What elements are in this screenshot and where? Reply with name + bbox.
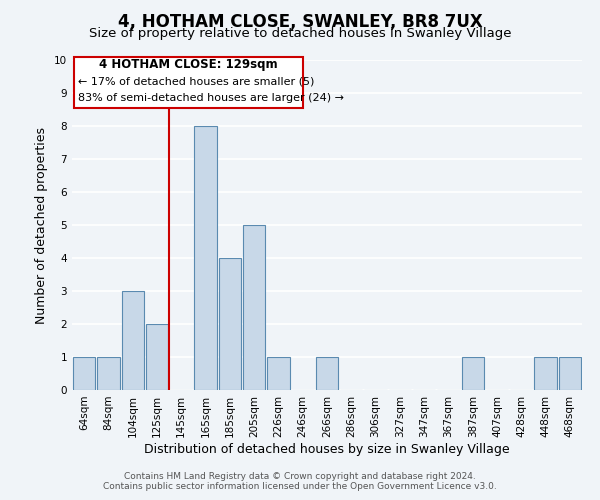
Bar [243,225,265,390]
Bar [122,291,144,390]
Bar [535,357,557,390]
Bar [316,357,338,390]
Bar [97,357,119,390]
Bar [559,357,581,390]
Text: Contains public sector information licensed under the Open Government Licence v3: Contains public sector information licen… [103,482,497,491]
Bar [146,324,168,390]
Text: Size of property relative to detached houses in Swanley Village: Size of property relative to detached ho… [89,28,511,40]
Bar [194,126,217,390]
FancyBboxPatch shape [74,56,303,108]
Text: ← 17% of detached houses are smaller (5): ← 17% of detached houses are smaller (5) [78,76,314,86]
Bar [73,357,95,390]
Text: Contains HM Land Registry data © Crown copyright and database right 2024.: Contains HM Land Registry data © Crown c… [124,472,476,481]
Y-axis label: Number of detached properties: Number of detached properties [35,126,49,324]
Bar [461,357,484,390]
Bar [218,258,241,390]
Text: 83% of semi-detached houses are larger (24) →: 83% of semi-detached houses are larger (… [78,93,344,103]
Text: 4 HOTHAM CLOSE: 129sqm: 4 HOTHAM CLOSE: 129sqm [99,58,278,71]
Bar [267,357,290,390]
Text: 4, HOTHAM CLOSE, SWANLEY, BR8 7UX: 4, HOTHAM CLOSE, SWANLEY, BR8 7UX [118,12,482,30]
X-axis label: Distribution of detached houses by size in Swanley Village: Distribution of detached houses by size … [144,442,510,456]
